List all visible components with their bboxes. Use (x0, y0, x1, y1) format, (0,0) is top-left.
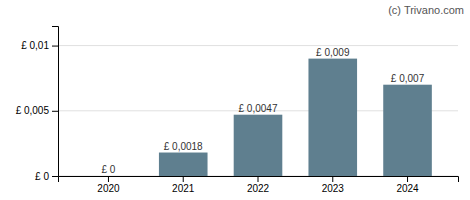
grid (58, 46, 458, 176)
x-tick-mark (407, 176, 408, 182)
annotations: (c) Trivano.com (388, 4, 464, 16)
y-tick-label: £ 0 (35, 171, 49, 182)
x-tick-label: 2024 (396, 183, 419, 194)
data-label: £ 0 (102, 164, 116, 175)
y-axis-line (52, 27, 59, 177)
plot: £ 0£ 0,0018£ 0,0047£ 0,009£ 0,0072020202… (16, 27, 459, 195)
data-labels: £ 0 £ 0,0018 £ 0,0047 £ 0,009 £ 0,007 (102, 47, 425, 175)
y-tick-mark (52, 176, 58, 177)
bar (84, 176, 133, 177)
y-tick-label: £ 0,01 (21, 40, 49, 51)
bar (159, 153, 208, 176)
y-tick: £ 0,005 (16, 105, 58, 116)
x-tick: 2022 (247, 176, 270, 194)
x-tick-label: 2022 (247, 183, 270, 194)
x-tick: 2020 (97, 176, 120, 194)
watermark: (c) Trivano.com (388, 4, 464, 16)
y-tick: £ 0 (35, 171, 58, 182)
x-tick-mark (258, 176, 259, 182)
x-tick-label: 2021 (172, 183, 195, 194)
y-axis: £ 0 £ 0,005 £ 0,01 (16, 27, 59, 182)
bar (234, 115, 283, 176)
data-label: £ 0,0047 (239, 103, 278, 114)
y-tick-label: £ 0,005 (16, 105, 50, 116)
chart: £ 0£ 0,0018£ 0,0047£ 0,009£ 0,0072020202… (0, 0, 470, 200)
data-label: £ 0,007 (391, 73, 425, 84)
bars (159, 59, 432, 176)
y-tick-mark (52, 111, 58, 112)
bar (308, 59, 357, 176)
y-tick: £ 0,01 (21, 40, 58, 51)
x-axis-line (59, 177, 459, 183)
x-tick-mark (183, 176, 184, 182)
y-tick-mark (52, 46, 58, 47)
x-tick: 2023 (322, 176, 345, 194)
x-tick-mark (332, 176, 333, 182)
x-tick: 2021 (172, 176, 195, 194)
data-label: £ 0,0018 (164, 141, 203, 152)
x-tick-label: 2023 (322, 183, 345, 194)
bar (383, 85, 432, 176)
x-axis: 2020 2021 2022 2023 2024 (59, 176, 459, 194)
x-tick-mark (108, 176, 109, 182)
x-tick-label: 2020 (97, 183, 120, 194)
data-label: £ 0,009 (316, 47, 350, 58)
grid-line (58, 45, 458, 46)
x-tick: 2024 (396, 176, 419, 194)
